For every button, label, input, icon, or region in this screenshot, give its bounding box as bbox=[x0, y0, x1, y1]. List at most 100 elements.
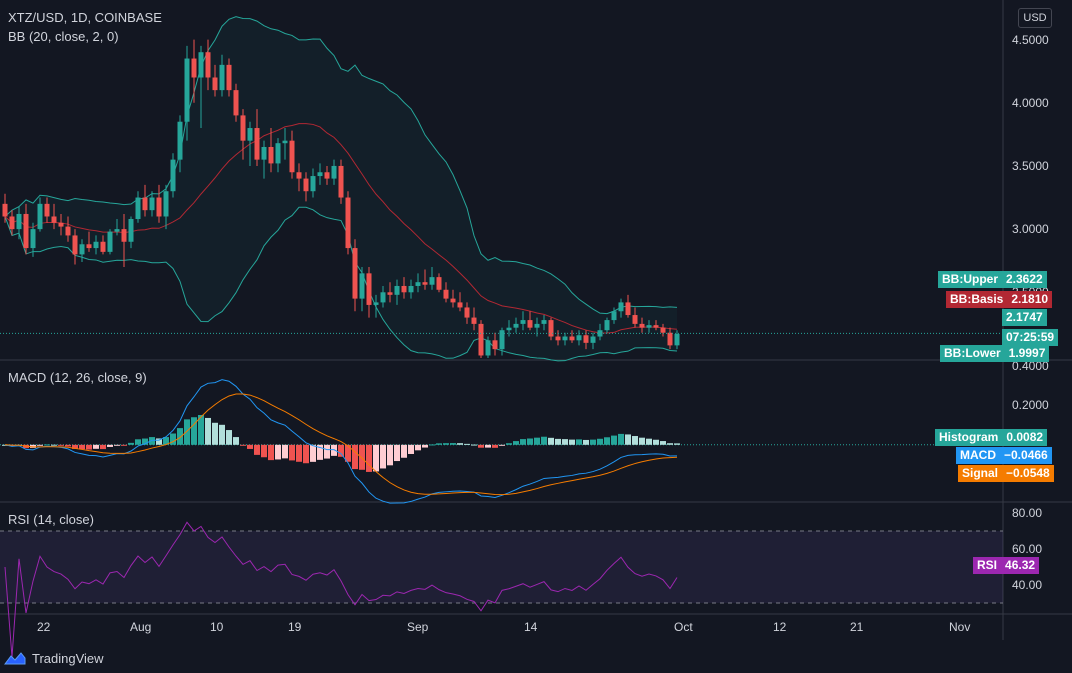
candle bbox=[534, 323, 540, 328]
macd-histogram-bar bbox=[394, 444, 400, 462]
macd-histogram-bar bbox=[639, 437, 645, 445]
macd-histogram-bar bbox=[653, 439, 659, 445]
candle bbox=[373, 302, 379, 305]
macd-indicator-title[interactable]: MACD (12, 26, close, 9) bbox=[8, 370, 147, 385]
candle bbox=[184, 58, 190, 122]
macd-histogram-bar bbox=[422, 444, 428, 448]
candle bbox=[478, 323, 484, 356]
macd-histogram-bar bbox=[611, 435, 617, 445]
macd-histogram-bar bbox=[583, 439, 589, 445]
macd-histogram-bar bbox=[100, 444, 106, 450]
candle bbox=[100, 241, 106, 252]
bb-lower-line bbox=[4, 206, 678, 362]
macd-histogram-bar bbox=[590, 439, 596, 445]
bb-indicator-title[interactable]: BB (20, close, 2, 0) bbox=[8, 29, 119, 44]
candle bbox=[653, 325, 659, 328]
rsi-tick-label: 40.00 bbox=[1012, 578, 1043, 592]
candle bbox=[506, 327, 512, 331]
candle bbox=[331, 165, 337, 179]
macd-histogram-bar bbox=[632, 436, 638, 445]
rsi-line bbox=[4, 521, 678, 658]
macd-histogram-bar bbox=[282, 444, 288, 459]
macd-histogram-bar bbox=[387, 444, 393, 466]
time-tick-label: Aug bbox=[130, 620, 152, 634]
candle bbox=[170, 159, 176, 192]
macd-tag: MACD −0.0466 bbox=[956, 447, 1052, 464]
candle bbox=[422, 282, 428, 285]
candle bbox=[282, 140, 288, 144]
candle bbox=[296, 172, 302, 179]
macd-histogram-bar bbox=[107, 444, 113, 447]
macd-histogram-bar bbox=[562, 439, 568, 445]
macd-histogram-bar bbox=[268, 444, 274, 461]
macd-histogram-bar bbox=[674, 443, 680, 445]
candle bbox=[240, 115, 246, 141]
candle bbox=[268, 146, 274, 164]
macd-histogram-bar bbox=[191, 417, 197, 445]
macd-histogram-bar bbox=[149, 437, 155, 445]
candle bbox=[660, 327, 666, 333]
macd-histogram-bar bbox=[310, 444, 316, 462]
macd-histogram-bar bbox=[156, 438, 162, 445]
macd-histogram-bar bbox=[121, 444, 127, 446]
macd-histogram-bar bbox=[254, 444, 260, 455]
macd-histogram-bar bbox=[471, 444, 477, 446]
candle bbox=[128, 219, 134, 242]
candle bbox=[72, 235, 78, 255]
time-tick-label: Oct bbox=[674, 620, 693, 634]
macd-histogram-bar bbox=[317, 444, 323, 460]
candle bbox=[450, 298, 456, 303]
macd-histogram-bar bbox=[506, 443, 512, 445]
rsi-pane bbox=[0, 521, 1003, 658]
bb-upper-tag: BB:Upper 2.3622 bbox=[938, 271, 1047, 288]
macd-histogram-bar bbox=[485, 444, 491, 448]
candle bbox=[163, 191, 169, 217]
candle bbox=[149, 197, 155, 211]
macd-histogram-bar bbox=[443, 443, 449, 445]
candle bbox=[219, 64, 225, 91]
candle bbox=[177, 121, 183, 160]
tradingview-brand[interactable]: TradingView bbox=[4, 648, 104, 668]
candle bbox=[646, 325, 652, 328]
candle bbox=[324, 172, 330, 179]
macd-histogram-bar bbox=[324, 444, 330, 459]
macd-histogram-bar bbox=[548, 437, 554, 445]
rsi-indicator-title[interactable]: RSI (14, close) bbox=[8, 512, 94, 527]
time-tick-label: 10 bbox=[210, 620, 224, 634]
candle bbox=[114, 229, 120, 232]
macd-histogram-bar bbox=[359, 444, 365, 470]
bb-lower-tag: BB:Lower 1.9997 bbox=[940, 345, 1050, 362]
candle bbox=[359, 273, 365, 299]
time-tick-label: 14 bbox=[524, 620, 538, 634]
histogram-tag: Histogram 0.0082 bbox=[935, 429, 1048, 446]
candle bbox=[23, 213, 29, 249]
signal-tag: Signal −0.0548 bbox=[958, 465, 1054, 482]
macd-histogram-bar bbox=[289, 444, 295, 461]
macd-histogram-bar bbox=[296, 444, 302, 462]
candle bbox=[30, 229, 36, 249]
candle bbox=[380, 292, 386, 303]
macd-histogram-bar bbox=[93, 444, 99, 449]
price-tick-label: 3.0000 bbox=[1012, 222, 1049, 237]
macd-histogram-bar bbox=[163, 437, 169, 445]
countdown-tag: 07:25:59 bbox=[1002, 329, 1059, 346]
candle bbox=[555, 336, 561, 341]
macd-pane bbox=[0, 379, 1003, 504]
symbol-title[interactable]: XTZ/USD, 1D, COINBASE bbox=[8, 10, 162, 25]
time-tick-label: 19 bbox=[288, 620, 302, 634]
candle bbox=[632, 315, 638, 324]
candle bbox=[345, 197, 351, 249]
macd-histogram-bar bbox=[380, 444, 386, 469]
macd-histogram-bar bbox=[569, 439, 575, 445]
time-tick-label: Sep bbox=[407, 620, 429, 634]
candle bbox=[583, 335, 589, 343]
candle bbox=[562, 336, 568, 341]
candle bbox=[436, 277, 442, 290]
candle bbox=[520, 320, 526, 324]
currency-button[interactable]: USD bbox=[1018, 8, 1052, 28]
candle bbox=[457, 302, 463, 308]
candle bbox=[310, 176, 316, 192]
macd-histogram-bar bbox=[205, 417, 211, 445]
macd-histogram-bar bbox=[72, 444, 78, 449]
